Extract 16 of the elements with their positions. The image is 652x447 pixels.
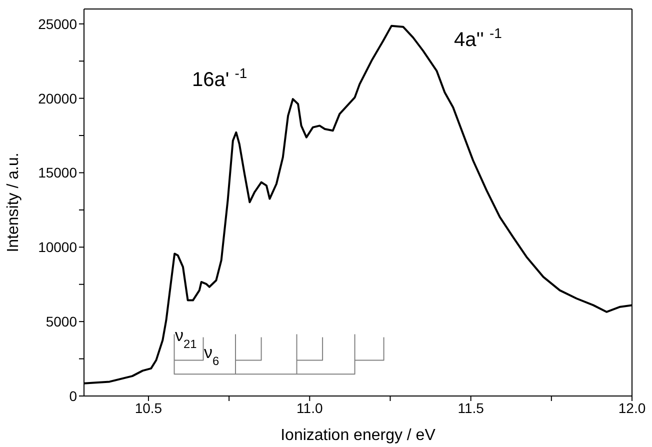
y-tick-label: 5000 <box>46 314 78 330</box>
annotation: ν$_{21}$ <box>175 326 198 351</box>
x-tick-label: 11.5 <box>458 400 484 416</box>
annotation: 16a' $^{-1}$ <box>192 65 248 91</box>
x-axis-title: Ionization energy / eV <box>280 427 436 444</box>
x-tick-label: 12.0 <box>618 400 646 416</box>
y-tick-label: 15000 <box>38 164 78 181</box>
y-tick-label: 20000 <box>38 90 78 106</box>
y-tick-label: 25000 <box>38 16 78 32</box>
x-tick-label: 11.0 <box>296 400 323 416</box>
x-tick-label: 10.5 <box>134 400 162 416</box>
y-tick-label: 0 <box>69 388 78 404</box>
y-tick-label: 10000 <box>38 239 78 256</box>
annotation: ν$_{6}$ <box>204 343 220 368</box>
y-axis-title: Intensity / a.u. <box>5 152 22 252</box>
annotation: 4a'' $^{-1}$ <box>454 25 502 51</box>
